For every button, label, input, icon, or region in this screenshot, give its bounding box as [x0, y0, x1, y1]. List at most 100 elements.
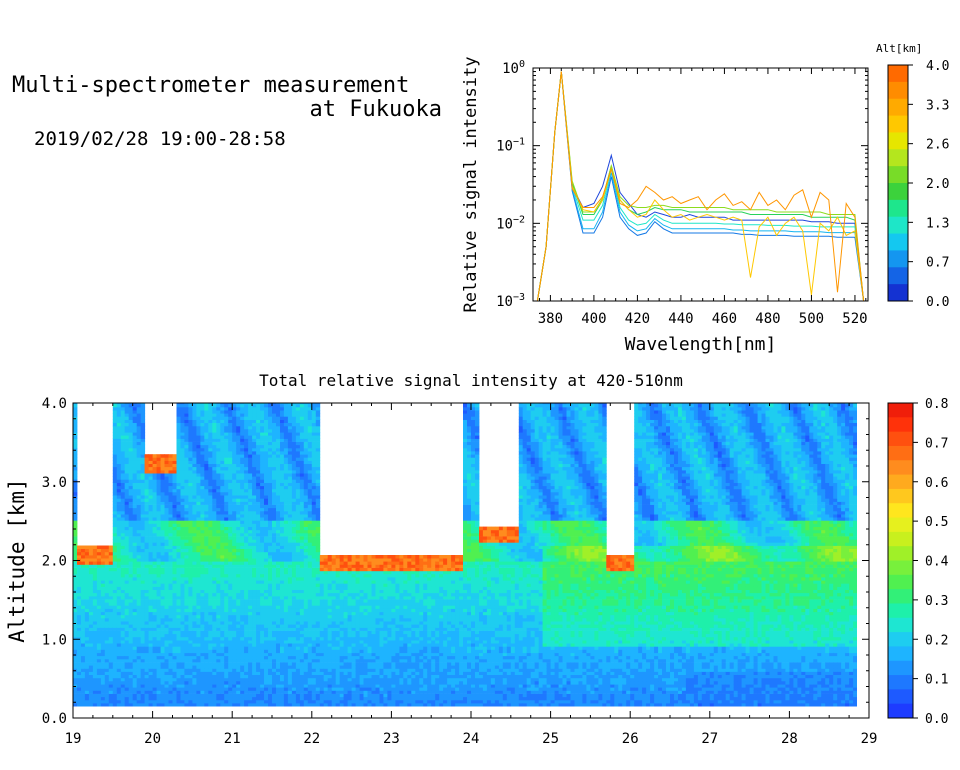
- heatmap-cell: [291, 677, 297, 682]
- heatmap-cell: [116, 451, 122, 455]
- heatmap-cell: [88, 621, 94, 625]
- heatmap-cell: [164, 703, 169, 707]
- heatmap-cell: [128, 526, 134, 531]
- heatmap-cell: [256, 492, 261, 496]
- heatmap-cell: [248, 665, 253, 669]
- heatmap-cell: [260, 520, 265, 524]
- heatmap-cell: [268, 454, 273, 458]
- heatmap-cell: [200, 567, 205, 572]
- heatmap-cell: [140, 655, 146, 660]
- heatmap-cell: [81, 605, 86, 609]
- heatmap-cell: [283, 564, 289, 568]
- heatmap-cell: [120, 532, 126, 537]
- heatmap-cell: [184, 674, 189, 679]
- heatmap-cell: [252, 677, 257, 682]
- heatmap-cell: [172, 488, 177, 493]
- heatmap-cell: [220, 539, 225, 543]
- heatmap-cell: [88, 583, 94, 587]
- heatmap-cell: [92, 580, 98, 584]
- heatmap-cell: [264, 501, 269, 505]
- heatmap-cell: [268, 696, 273, 701]
- heatmap-cell: [287, 526, 293, 531]
- heatmap-cell: [268, 608, 273, 613]
- heatmap-cell: [244, 413, 249, 417]
- heatmap-cell: [176, 668, 181, 672]
- heatmap-cell: [188, 696, 193, 701]
- heatmap-cell: [208, 498, 213, 502]
- heatmap-cell: [268, 435, 273, 439]
- heatmap-cell: [92, 624, 98, 628]
- heatmap-cell: [204, 662, 209, 666]
- heatmap-cell: [260, 599, 265, 603]
- heatmap-cell: [152, 536, 157, 540]
- heatmap-cell: [208, 662, 213, 666]
- heatmap-cell: [196, 488, 201, 493]
- heatmap-cell: [283, 696, 289, 701]
- heatmap-cell: [132, 536, 138, 540]
- heatmap-cell: [192, 466, 197, 471]
- heatmap-cell: [92, 614, 98, 619]
- heatmap-cell: [196, 640, 201, 644]
- heatmap-cell: [236, 608, 241, 613]
- heatmap-cell: [280, 469, 285, 474]
- heatmap-cell: [268, 504, 273, 509]
- heatmap-cell: [252, 510, 257, 515]
- heatmap-cell: [164, 463, 169, 468]
- heatmap-cell: [184, 435, 189, 439]
- heatmap-cell: [112, 599, 118, 603]
- heatmap-cell: [268, 577, 273, 581]
- heatmap-cell: [236, 457, 241, 461]
- heatmap-cell: [200, 406, 205, 411]
- heatmap-cell: [116, 652, 122, 657]
- heatmap-cell: [232, 586, 237, 590]
- heatmap-cell: [204, 621, 209, 625]
- heatmap-cell: [73, 674, 78, 679]
- heatmap-cell: [132, 611, 138, 616]
- heatmap-cell: [100, 649, 106, 654]
- heatmap-cell: [184, 406, 189, 411]
- heatmap-cell: [216, 567, 221, 572]
- heatmap-cell: [132, 492, 138, 496]
- heatmap-cell: [73, 668, 78, 672]
- heatmap-cell: [88, 674, 94, 679]
- heatmap-cell: [216, 473, 221, 477]
- heatmap-cell: [208, 555, 213, 559]
- heatmap-cell: [176, 504, 181, 509]
- heatmap-cell: [136, 662, 142, 666]
- heatmap-cell: [156, 545, 161, 549]
- heatmap-cell: [283, 649, 289, 654]
- heatmap-cell: [287, 507, 293, 512]
- heatmap-cell: [248, 529, 253, 534]
- heatmap-cell: [216, 681, 221, 685]
- heatmap-cell: [192, 435, 197, 439]
- heatmap-cell: [248, 403, 253, 405]
- heatmap-cell: [136, 501, 142, 505]
- heatmap-cell: [160, 586, 165, 590]
- heatmap-cell: [120, 504, 126, 509]
- heatmap-cell: [268, 469, 273, 474]
- heatmap-cell: [104, 640, 110, 644]
- heatmap-cell: [240, 589, 245, 594]
- heatmap-cell: [204, 649, 209, 654]
- heatmap-cell: [120, 646, 126, 650]
- heatmap-cell: [132, 517, 138, 521]
- heatmap-cell: [164, 674, 169, 679]
- heatmap-cell: [160, 482, 165, 487]
- heatmap-cell: [244, 684, 249, 688]
- heatmap-cell: [196, 447, 201, 452]
- heatmap-cell: [204, 652, 209, 657]
- heatmap-cell: [140, 495, 146, 499]
- heatmap-cell: [156, 558, 161, 562]
- heatmap-cell: [144, 602, 149, 606]
- heatmap-cell: [283, 463, 289, 468]
- heatmap-cell: [220, 507, 225, 512]
- heatmap-cell: [216, 542, 221, 546]
- heatmap-cell: [120, 542, 126, 546]
- heatmap-cell: [236, 447, 241, 452]
- heatmap-cell: [120, 469, 126, 474]
- heatmap-cell: [168, 633, 173, 638]
- heatmap-cell: [164, 555, 169, 559]
- heatmap-cell: [200, 602, 205, 606]
- heatmap-cell: [160, 690, 165, 694]
- heatmap-cell: [140, 501, 146, 505]
